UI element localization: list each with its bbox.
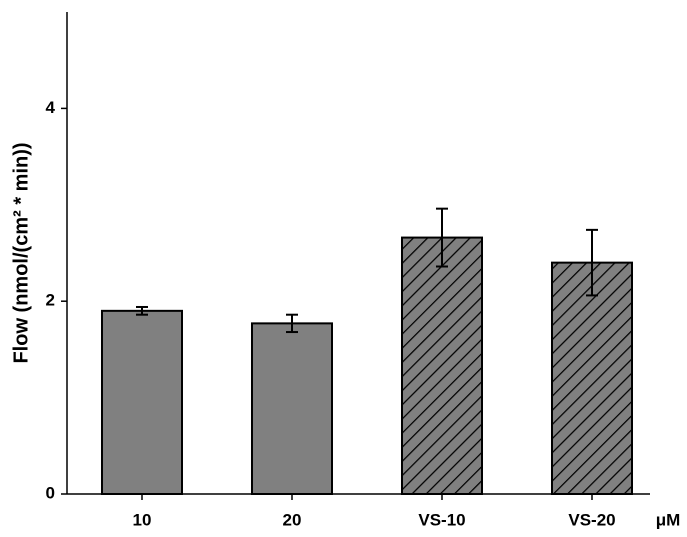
x-tick-label: 20 [283, 510, 302, 529]
y-tick-label: 4 [46, 98, 56, 117]
bar [251, 322, 333, 496]
x-tick-label: VS-10 [418, 510, 465, 529]
bar [401, 236, 483, 496]
y-tick-label: 0 [46, 483, 55, 502]
bar [101, 309, 183, 495]
x-tick-label: 10 [133, 510, 152, 529]
bar [551, 261, 633, 496]
x-axis-label: μM [656, 510, 681, 529]
y-tick-label: 2 [46, 291, 55, 310]
x-tick-label: VS-20 [568, 510, 615, 529]
y-axis-label: Flow (nmol/(cm² * min)) [10, 142, 32, 363]
